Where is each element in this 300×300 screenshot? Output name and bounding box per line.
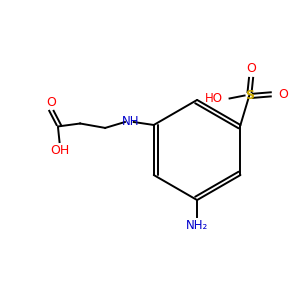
Text: HO: HO: [205, 92, 223, 105]
Text: O: O: [278, 88, 288, 100]
Text: S: S: [245, 89, 254, 102]
Text: NH: NH: [122, 115, 139, 128]
Text: OH: OH: [50, 144, 69, 158]
Text: NH₂: NH₂: [186, 219, 208, 232]
Text: O: O: [46, 95, 56, 109]
Text: O: O: [246, 61, 256, 75]
